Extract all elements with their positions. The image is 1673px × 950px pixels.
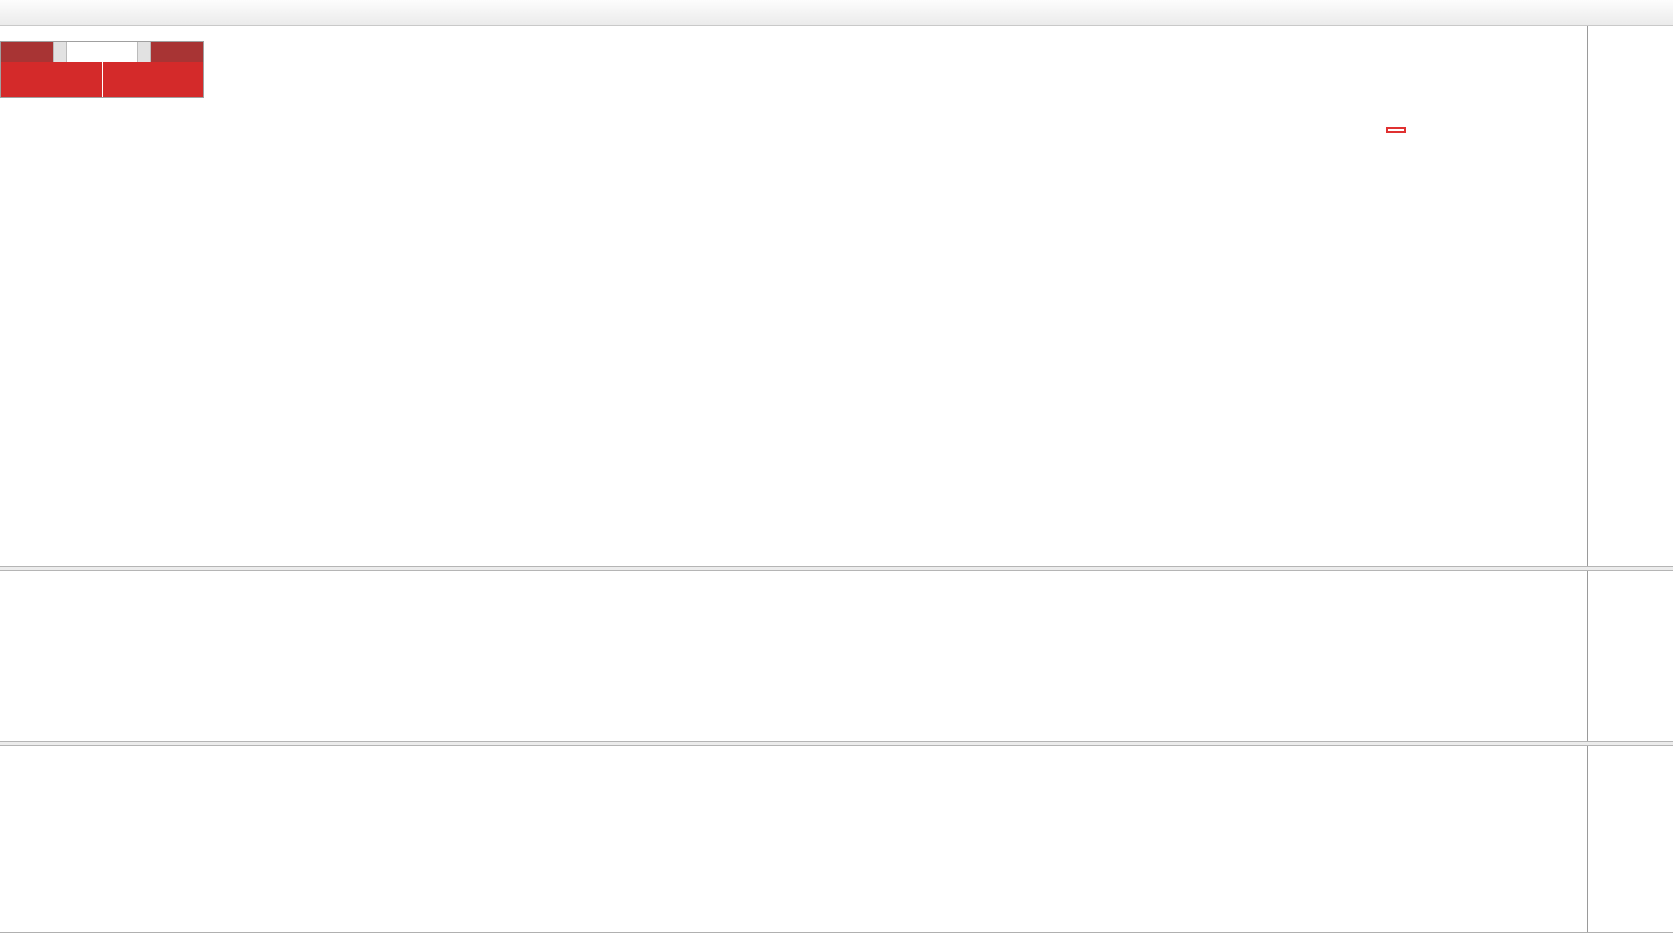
sell-button[interactable] bbox=[1, 42, 53, 62]
buy-button[interactable] bbox=[151, 42, 203, 62]
price-axis[interactable] bbox=[1587, 26, 1673, 932]
splitter-macd[interactable] bbox=[0, 566, 1673, 571]
volume-up-button[interactable] bbox=[137, 42, 151, 62]
candlestick-chart-canvas[interactable] bbox=[0, 26, 1587, 566]
splitter-rsi[interactable] bbox=[0, 741, 1673, 746]
volume-down-button[interactable] bbox=[53, 42, 67, 62]
toolbar bbox=[0, 0, 1673, 26]
macd-chart-canvas[interactable] bbox=[0, 571, 1587, 741]
rsi-chart-canvas[interactable] bbox=[0, 746, 1587, 932]
price-callout bbox=[1386, 127, 1406, 133]
rsi-scale[interactable] bbox=[1588, 746, 1673, 932]
rsi-panel[interactable] bbox=[0, 746, 1587, 932]
macd-scale[interactable] bbox=[1588, 571, 1673, 741]
main-chart-panel[interactable] bbox=[0, 26, 1587, 566]
time-axis[interactable] bbox=[0, 932, 1673, 950]
chart-area bbox=[0, 26, 1673, 950]
main-price-scale[interactable] bbox=[1588, 26, 1673, 566]
macd-panel[interactable] bbox=[0, 571, 1587, 741]
one-click-trading-panel bbox=[0, 41, 204, 98]
volume-input[interactable] bbox=[67, 42, 137, 62]
buy-price[interactable] bbox=[102, 62, 203, 97]
sell-price[interactable] bbox=[1, 62, 102, 97]
